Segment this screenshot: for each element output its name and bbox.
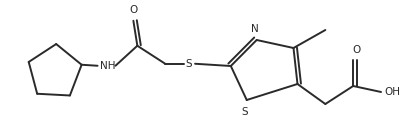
Text: S: S	[186, 59, 192, 69]
Text: O: O	[129, 5, 137, 15]
Text: OH: OH	[384, 87, 400, 97]
Text: S: S	[242, 107, 248, 117]
Text: N: N	[251, 24, 259, 34]
Text: NH: NH	[99, 61, 115, 71]
Text: O: O	[352, 45, 360, 55]
